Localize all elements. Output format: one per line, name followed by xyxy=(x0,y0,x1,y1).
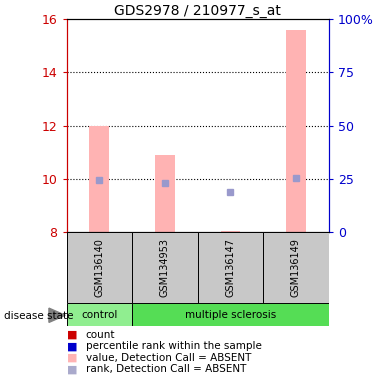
Polygon shape xyxy=(49,308,65,323)
Bar xyxy=(263,232,329,303)
Text: GSM136149: GSM136149 xyxy=(291,238,301,297)
Text: disease state: disease state xyxy=(4,311,73,321)
Bar xyxy=(66,232,132,303)
Text: GSM136147: GSM136147 xyxy=(225,238,235,297)
Bar xyxy=(220,231,240,232)
Text: multiple sclerosis: multiple sclerosis xyxy=(185,310,276,320)
Text: ■: ■ xyxy=(66,330,77,340)
Bar xyxy=(155,155,175,232)
Text: GSM136140: GSM136140 xyxy=(94,238,104,297)
Bar xyxy=(198,232,263,303)
Bar xyxy=(286,30,306,232)
Text: ■: ■ xyxy=(66,353,77,363)
Text: percentile rank within the sample: percentile rank within the sample xyxy=(86,341,261,351)
Text: rank, Detection Call = ABSENT: rank, Detection Call = ABSENT xyxy=(86,364,246,374)
Bar xyxy=(132,303,329,326)
Bar xyxy=(132,232,198,303)
Bar xyxy=(89,126,109,232)
Text: count: count xyxy=(86,330,115,340)
Text: ■: ■ xyxy=(66,364,77,374)
Text: value, Detection Call = ABSENT: value, Detection Call = ABSENT xyxy=(86,353,251,363)
Title: GDS2978 / 210977_s_at: GDS2978 / 210977_s_at xyxy=(114,4,281,18)
Text: control: control xyxy=(81,310,117,320)
Text: ■: ■ xyxy=(66,341,77,351)
Bar xyxy=(66,303,132,326)
Text: GSM134953: GSM134953 xyxy=(160,238,170,297)
